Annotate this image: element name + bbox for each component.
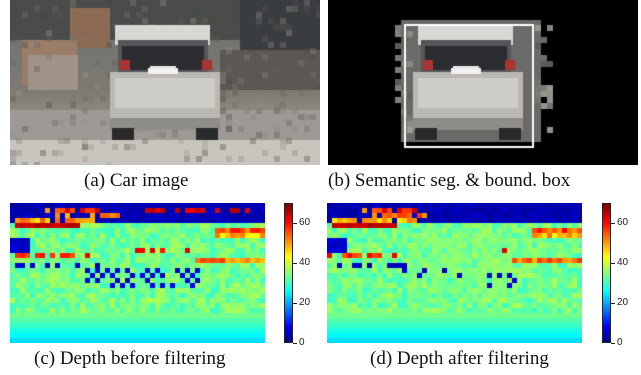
segmentation-image bbox=[328, 0, 638, 165]
caption-b: (b) Semantic seg. & bound. box bbox=[328, 170, 571, 191]
colorbar-tick-label: 40 bbox=[299, 257, 311, 268]
colorbar-d bbox=[602, 203, 611, 343]
colorbar-tick-label: 0 bbox=[617, 337, 623, 348]
caption-a: (a) Car image bbox=[84, 170, 189, 191]
car-image bbox=[10, 0, 320, 165]
colorbar-tick-mark bbox=[611, 343, 615, 344]
caption-d: (d) Depth after filtering bbox=[370, 348, 549, 369]
colorbar-tick-label: 40 bbox=[617, 257, 629, 268]
colorbar-tick-mark bbox=[293, 303, 297, 304]
colorbar-tick-mark bbox=[293, 223, 297, 224]
colorbar-tick-mark bbox=[293, 343, 297, 344]
colorbar-tick-mark bbox=[293, 263, 297, 264]
colorbar-tick-mark bbox=[611, 303, 615, 304]
colorbar-tick-mark bbox=[611, 263, 615, 264]
depth-after-map bbox=[327, 203, 582, 343]
colorbar-tick-label: 20 bbox=[617, 297, 629, 308]
colorbar-tick-mark bbox=[611, 223, 615, 224]
caption-c: (c) Depth before filtering bbox=[34, 348, 226, 369]
colorbar-tick-label: 0 bbox=[299, 337, 305, 348]
colorbar-tick-label: 60 bbox=[299, 217, 311, 228]
colorbar-tick-label: 60 bbox=[617, 217, 629, 228]
colorbar-c bbox=[284, 203, 293, 343]
colorbar-tick-label: 20 bbox=[299, 297, 311, 308]
depth-before-map bbox=[10, 203, 265, 343]
